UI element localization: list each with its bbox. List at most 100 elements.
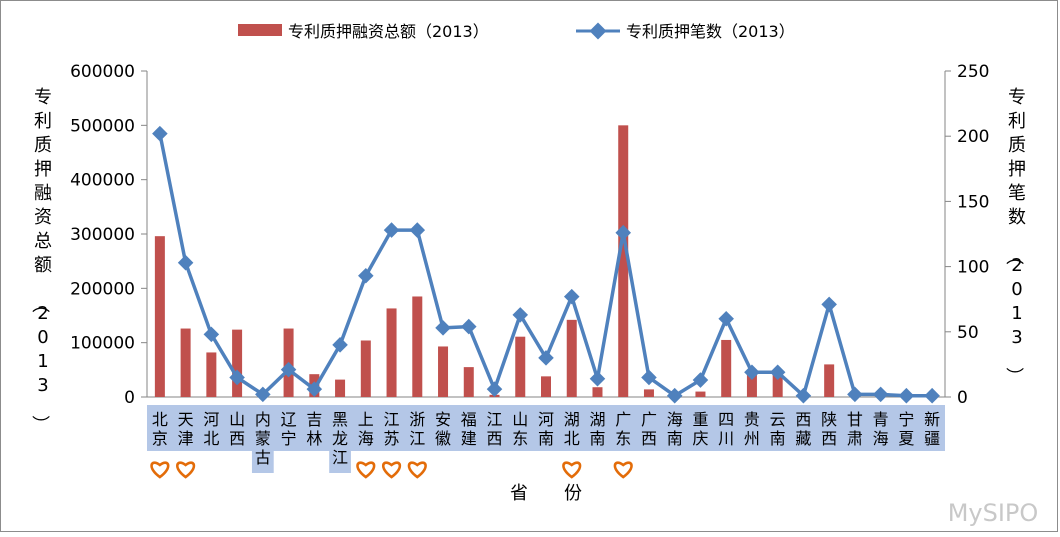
category-band [147,405,945,451]
left-tick-label: 100000 [70,334,135,354]
bar [206,352,217,397]
line-point [435,320,451,336]
left-tick-label: 600000 [70,62,135,82]
category-label: 上海 [358,410,374,448]
line-point [409,222,426,238]
left-tick-label: 0 [124,388,135,408]
line-point [538,350,554,366]
bar [772,372,783,397]
bar [386,308,397,397]
line-point [332,337,348,353]
category-label: 辽宁 [281,410,297,448]
line-point [152,125,168,142]
bar [643,389,654,397]
x-axis-title: 省 份 [510,483,582,504]
bar [746,369,757,397]
line-point [383,222,400,238]
line-point [615,224,632,241]
line-point [872,386,889,403]
category-label: 河南 [538,410,554,448]
line-point [847,386,863,403]
category-label: 湖南 [589,410,605,448]
heart-icon [356,461,376,479]
bar [592,387,603,397]
bar [824,364,835,397]
category-label: 安徽 [435,410,451,448]
line-series [152,125,940,404]
left-tick-label: 300000 [70,225,135,245]
left-tick-label: 400000 [70,171,135,191]
heart-icon [562,461,582,479]
line-point [177,254,194,271]
bar [566,319,577,397]
bar [232,329,243,397]
left-tick-label: 200000 [70,279,135,299]
legend-line-marker [589,22,607,40]
category-label: 吉林 [306,410,322,448]
watermark: MySIPO [948,499,1039,527]
category-band-extension [329,451,351,473]
category-band-extension [251,451,274,473]
left-axis-ticks: 0 100000 200000 300000 400000 500000 600000 [70,62,147,408]
legend-line-label: 专利质押笔数（2013） [626,22,795,41]
category-label: 浙江 [409,410,425,448]
right-tick-label: 100 [957,258,989,278]
category-label: 湖北 [564,410,580,448]
category-label: 西藏 [795,410,811,448]
category-label: 青海 [873,410,889,448]
category-label: 北京 [152,410,168,448]
bar [335,379,346,397]
category-label: 四川 [718,410,734,448]
category-label: 海南 [667,410,683,448]
heart-icon [407,461,427,479]
category-label: 山西 [229,410,245,448]
heart-icon [176,461,196,479]
right-tick-label: 200 [957,127,989,147]
category-label: 内蒙古 [255,410,271,467]
bar [695,391,706,397]
legend-bar-swatch [238,24,282,36]
category-label: 江西 [487,410,503,448]
line-point [821,296,837,313]
category-label: 重庆 [692,410,708,448]
line-point [589,370,606,387]
right-tick-label: 150 [957,192,989,212]
bar [438,346,449,397]
line-point [229,369,245,386]
line-point [358,267,374,284]
bar [463,367,474,397]
bar [180,328,191,397]
category-label: 宁夏 [898,410,914,448]
line-point [692,372,709,388]
category-label: 山东 [512,410,528,448]
category-label: 江苏 [384,410,400,448]
left-tick-label: 500000 [70,116,135,136]
category-label: 河北 [203,410,219,448]
line-point [718,310,734,327]
line-point [486,381,503,397]
right-tick-label: 0 [957,388,968,408]
bar [515,336,526,397]
bar [412,296,423,397]
category-label: 福建 [461,410,477,448]
category-label: 新疆 [924,410,940,448]
category-label: 云南 [770,410,786,448]
category-label: 天津 [178,410,194,448]
line-point [924,387,940,404]
category-labels: 北京天津河北山西内蒙古辽宁吉林黑龙江上海江苏浙江安徽福建江西山东河南湖北湖南广东… [152,410,940,473]
legend-bar-label: 专利质押融资总额（2013） [288,22,489,41]
right-tick-label: 50 [957,323,979,343]
bar [721,339,732,397]
bar [154,236,165,397]
category-label: 黑龙江 [332,410,348,467]
line-point [563,288,580,305]
bar [360,340,371,397]
line-point [898,387,915,404]
line-point [460,318,477,335]
bar [618,125,629,397]
category-label: 广东 [615,410,631,448]
highlight-markers [150,461,633,479]
line-point [203,326,220,343]
heart-icon [150,461,170,479]
